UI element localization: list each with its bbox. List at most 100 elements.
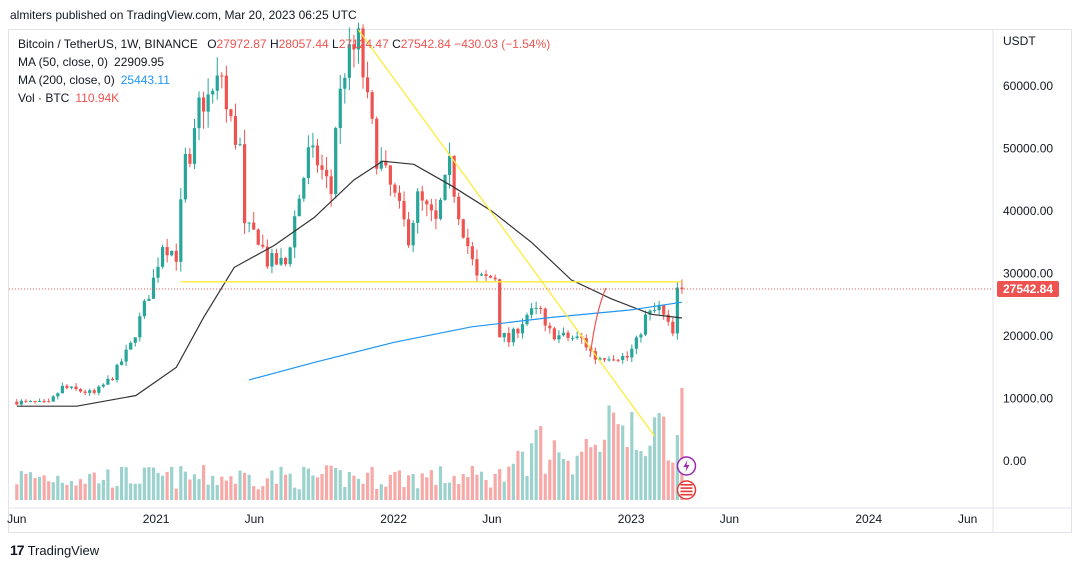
volume-bar <box>361 483 365 500</box>
legend-change: −430.03 (−1.54%) <box>454 37 551 51</box>
candle-body <box>557 335 561 340</box>
volume-bar <box>192 474 197 500</box>
volume-bar <box>183 471 187 500</box>
candle-body <box>529 308 534 315</box>
volume-bar <box>356 478 361 500</box>
volume-bar <box>19 471 23 500</box>
candle-body <box>370 92 374 119</box>
candle-body <box>539 307 543 309</box>
candle-body <box>384 160 388 166</box>
candle-body <box>657 304 661 311</box>
chart-frame[interactable] <box>8 29 1072 533</box>
volume-bar <box>37 476 42 500</box>
volume-bar <box>138 483 142 500</box>
volume-bar <box>443 483 447 500</box>
volume-bar <box>657 413 661 500</box>
volume-bar <box>74 485 78 500</box>
candle-body <box>466 237 470 247</box>
trendline[interactable] <box>357 29 656 437</box>
y-tick-label: 10000.00 <box>1003 392 1053 406</box>
candle-body <box>33 400 37 402</box>
candle-body <box>92 390 96 393</box>
candle-body <box>434 210 438 219</box>
legend-low-value: 27124.47 <box>338 37 389 51</box>
currency-label: USDT <box>1003 34 1036 48</box>
candle-body <box>361 28 365 78</box>
volume-bar <box>33 478 37 500</box>
candle-body <box>639 334 643 338</box>
candle-body <box>274 253 279 265</box>
volume-bar <box>60 482 64 500</box>
candle-body <box>598 358 602 360</box>
volume-bar <box>92 472 96 500</box>
candle-body <box>83 391 87 393</box>
candle-body <box>206 94 210 112</box>
flag-stripe <box>680 487 693 489</box>
us-flag-badge-icon[interactable] <box>676 480 697 500</box>
volume-bar <box>42 475 46 500</box>
volume-bar <box>197 479 201 500</box>
volume-bar <box>388 475 392 500</box>
volume-bar <box>575 455 579 500</box>
volume-bar <box>347 472 351 500</box>
legend-high-key: H <box>269 37 279 51</box>
candle-body <box>311 145 315 148</box>
candle-body <box>65 385 69 388</box>
volume-bar <box>288 473 292 500</box>
volume-bar <box>270 470 274 500</box>
candle-body <box>170 250 174 256</box>
candle-body <box>680 287 684 290</box>
last-price-badge <box>997 281 1059 298</box>
x-tick-label: Jun <box>7 512 26 526</box>
candle-body <box>516 328 520 334</box>
volume-bar <box>334 467 338 500</box>
candle-body <box>78 389 83 392</box>
volume-bar <box>265 478 269 500</box>
candle-body <box>602 358 607 360</box>
drawn-arc[interactable] <box>589 287 607 358</box>
volume-bar <box>78 479 83 500</box>
candle-body <box>570 337 575 339</box>
volume-bar <box>393 471 397 500</box>
y-tick-label: 60000.00 <box>1003 79 1053 93</box>
volume-bar <box>534 429 538 500</box>
candle-body <box>238 144 242 146</box>
volume-bar <box>511 463 515 500</box>
candle-body <box>133 337 137 343</box>
volume-bar <box>320 473 324 500</box>
candle-body <box>47 401 51 403</box>
candle-body <box>347 44 351 78</box>
candle-body <box>356 28 361 50</box>
volume-bar <box>352 475 356 500</box>
volume-bar <box>607 405 611 500</box>
candle-body <box>270 253 274 267</box>
candle-body <box>151 277 156 299</box>
legend-open-value: 27972.87 <box>216 37 267 51</box>
volume-bar <box>311 475 315 500</box>
candle-body <box>119 361 124 365</box>
volume-bar <box>142 467 146 500</box>
candle-body <box>534 307 538 309</box>
volume-bar <box>384 486 388 500</box>
candle-body <box>302 178 306 199</box>
candle-body <box>470 246 474 260</box>
candle-body <box>388 165 392 185</box>
volume-bar <box>338 470 342 500</box>
legend-ma200-label: MA (200, close, 0) <box>18 73 115 87</box>
legend-ma200-row: MA (200, close, 0) 25443.11 <box>18 71 550 89</box>
volume-bar <box>488 487 493 500</box>
volume-bar <box>639 451 643 500</box>
volume-bar <box>365 472 370 500</box>
tradingview-logo[interactable]: 17 TradingView <box>10 542 99 558</box>
candle-body <box>24 400 28 402</box>
candle-body <box>60 385 64 394</box>
volume-bar <box>589 447 593 500</box>
candle-body <box>179 199 183 262</box>
volume-bar <box>470 465 474 500</box>
candle-body <box>160 247 165 267</box>
volume-bar <box>238 470 242 500</box>
volume-bar <box>461 474 465 500</box>
y-tick-label: 30000.00 <box>1003 267 1053 281</box>
volume-bar <box>174 488 178 500</box>
